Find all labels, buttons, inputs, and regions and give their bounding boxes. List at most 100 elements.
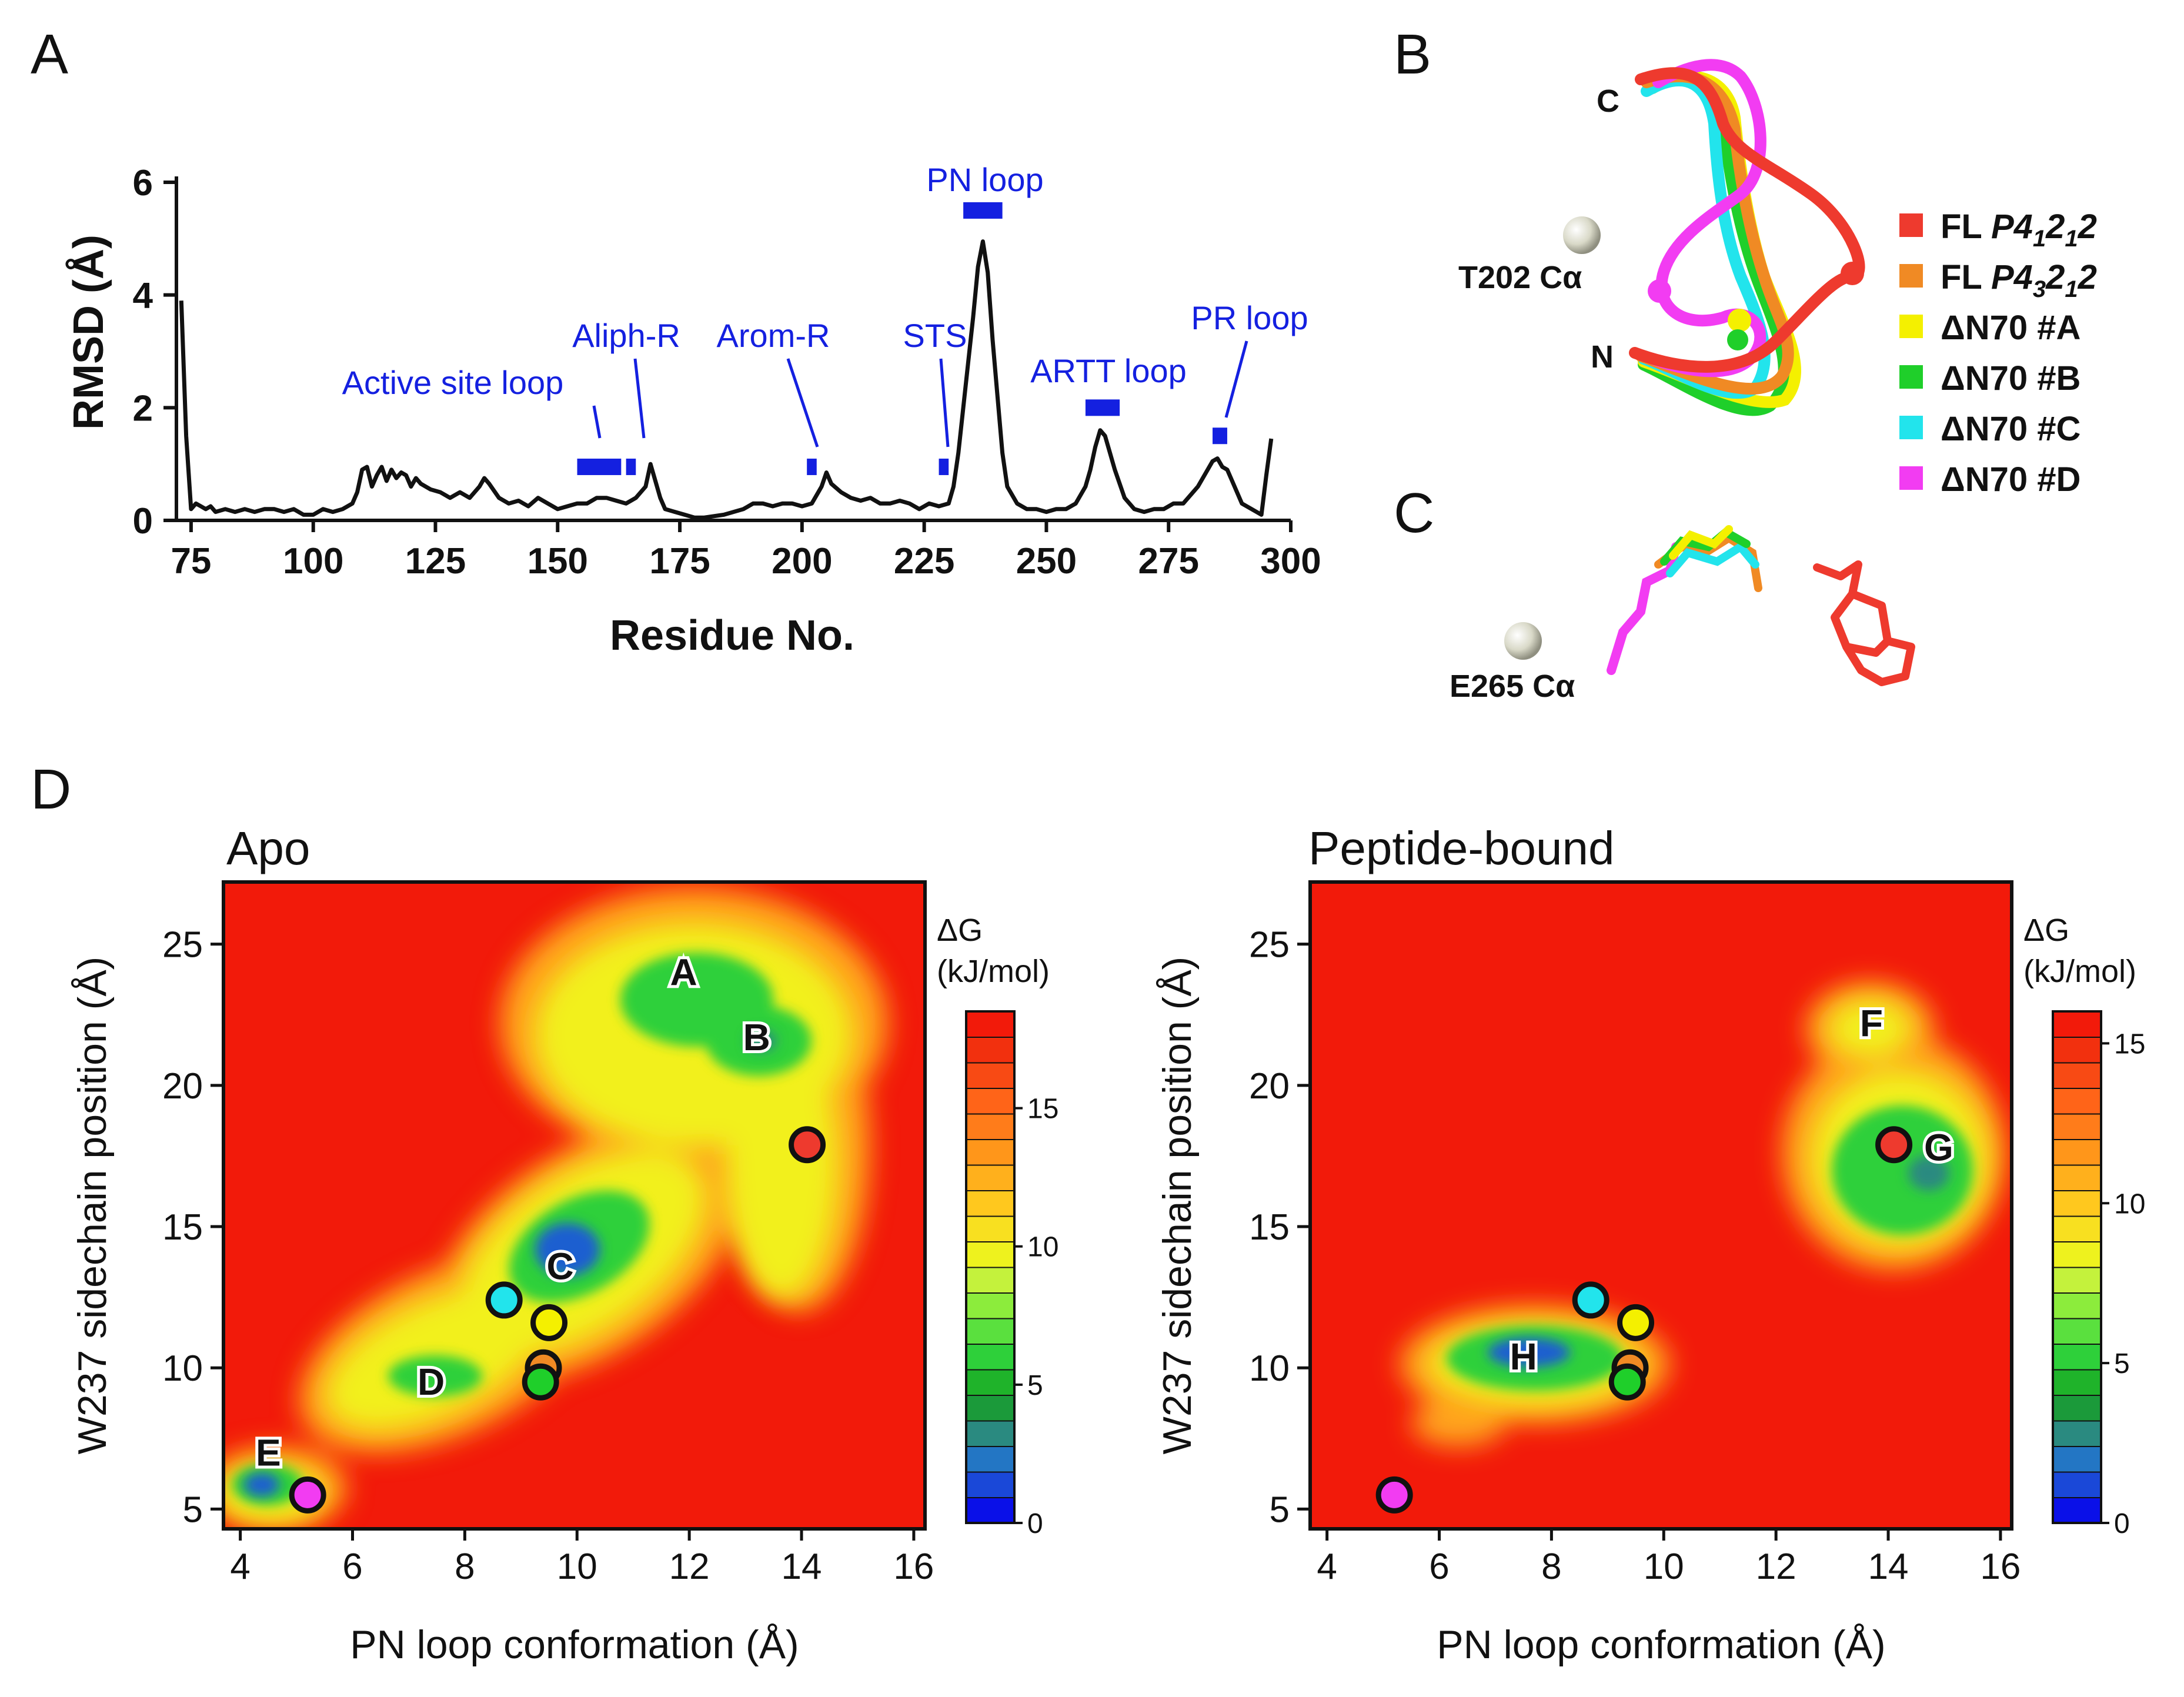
region-bar: [1213, 427, 1227, 445]
rmsd-series-line: [179, 239, 1274, 520]
colorbar-bin: [2052, 1394, 2102, 1422]
colorbar-tick-label: 10: [2114, 1188, 2145, 1220]
apo-structure-markers: [289, 1126, 826, 1514]
region-pointer: [939, 358, 950, 447]
peptide-bound-y-axis-label: W237 sidechain position (Å): [1155, 957, 1200, 1455]
dn70-d-sidechain: [1607, 542, 1681, 675]
region-pointer: [592, 405, 602, 439]
colorbar-bin: [966, 1215, 1015, 1242]
pn-loop-structure-overlay: C N T202 Cα: [1458, 59, 1865, 416]
region-label: ARTT loop: [1030, 352, 1187, 389]
colorbar-bin: [2052, 1241, 2102, 1268]
x-tick-label: 16: [1980, 1546, 2021, 1587]
x-tick-label: 10: [557, 1546, 597, 1587]
x-tick-label: 6: [342, 1546, 362, 1587]
y-tick-label: 15: [1249, 1207, 1290, 1248]
colorbar-bin: [966, 1241, 1015, 1268]
rmsd-y-tick-label: 4: [133, 276, 153, 316]
dn70-a-sidechain: [1669, 525, 1733, 560]
colorbar-bin: [2052, 1113, 2102, 1140]
basin-label-f: F: [1860, 1002, 1883, 1044]
region-label: Aliph-R: [572, 317, 680, 354]
colorbar-bin: [2052, 1062, 2102, 1089]
apo-title: Apo: [226, 822, 310, 874]
colorbar-bin: [2052, 1164, 2102, 1191]
structure-marker: [1375, 1476, 1413, 1514]
colorbar-bin: [966, 1420, 1015, 1447]
y-tick-label: 5: [1270, 1489, 1290, 1530]
apo-plot-frame: [222, 880, 927, 1531]
x-tick-label: 8: [1541, 1546, 1561, 1587]
colorbar-tick-label: 0: [1027, 1508, 1043, 1539]
e265-ca-atom: [1504, 622, 1542, 660]
fl-p41212-sidechain: [1813, 560, 1915, 686]
dn70-c-sidechain: [1666, 541, 1759, 577]
basin-label-a: A: [670, 951, 697, 994]
colorbar-bin: [966, 1394, 1015, 1422]
colorbar-bin: [2052, 1471, 2102, 1498]
structure-legend: FL P41212 FL P43212 ΔN70 #A ΔN70 #B ΔN70 #C Δ…: [1899, 208, 2097, 499]
legend-swatch: [1899, 213, 1923, 237]
structure-marker: [1617, 1304, 1655, 1341]
structure-marker: [1572, 1281, 1609, 1319]
backbone-trace-fl-p43212: [1635, 71, 1794, 395]
rmsd-x-tick-label: 250: [1016, 541, 1077, 582]
y-tick-label: 25: [1249, 925, 1290, 966]
colorbar-bin: [966, 1445, 1015, 1473]
rmsd-y-tick-label: 2: [133, 388, 153, 429]
basin-label-g: G: [1924, 1127, 1953, 1169]
c-terminus-label: C: [1597, 83, 1619, 119]
colorbar-tick-label: 0: [2114, 1508, 2130, 1539]
peptide-bound-colorbar: 0 5 10 15 ΔG (kJ/mol): [2023, 913, 2145, 1539]
rmsd-line-chart: 75 100 125 150 175 200 225 250 275 300 0 2 4 6 Active…: [65, 161, 1321, 659]
colorbar-bin: [2052, 1190, 2102, 1217]
legend-swatch: [1899, 315, 1923, 338]
colorbar-tick-label: 15: [2114, 1028, 2145, 1060]
y-tick-label: 10: [1249, 1348, 1290, 1389]
apo-x-axis-label: PN loop conformation (Å): [350, 1622, 799, 1667]
legend-label: ΔN70 #C: [1941, 410, 2081, 448]
colorbar-bin: [2052, 1369, 2102, 1396]
dn70-d-marker: [1648, 279, 1671, 303]
t202-ca-atom: [1563, 216, 1601, 254]
region-bar: [807, 458, 817, 475]
colorbar-bin: [966, 1062, 1015, 1089]
structure-marker: [1608, 1363, 1646, 1401]
colorbar-bin: [966, 1138, 1015, 1166]
colorbar-bin: [966, 1164, 1015, 1191]
structure-marker: [1875, 1126, 1913, 1164]
colorbar-bin: [2052, 1292, 2102, 1319]
colorbar-frame: [965, 1010, 1016, 1524]
dn70-a-marker: [1728, 309, 1751, 332]
colorbar-bin: [2052, 1138, 2102, 1166]
y-tick-label: 5: [183, 1489, 203, 1530]
region-label: STS: [903, 317, 967, 354]
apo-heatmap-surface: [223, 882, 925, 1529]
colorbar-title-units: (kJ/mol): [2023, 954, 2136, 989]
peptide-bound-axis-ticks: 4 6 8 10 12 14 16 5 10 15 20 25: [1249, 925, 2021, 1587]
colorbar-frame: [2052, 1010, 2102, 1524]
colorbar-bin: [966, 1369, 1015, 1396]
peptide-bound-structure-markers: [1375, 1126, 1913, 1514]
basin-label-h: H: [1510, 1335, 1537, 1378]
x-tick-label: 8: [455, 1546, 475, 1587]
colorbar-title-delta-g: ΔG: [2023, 913, 2069, 948]
panel-letter-c: C: [1394, 482, 1434, 544]
colorbar-bin: [966, 1267, 1015, 1294]
colorbar-bin: [2052, 1343, 2102, 1371]
y-tick-label: 20: [162, 1066, 203, 1107]
y-tick-label: 10: [162, 1348, 203, 1389]
n-terminus-label: N: [1591, 339, 1614, 375]
colorbar-tick-label: 5: [2114, 1348, 2130, 1379]
panel-letter-a: A: [31, 23, 68, 86]
e265-ca-label: E265 Cα: [1450, 669, 1575, 704]
panel-letter-b: B: [1394, 23, 1431, 86]
region-bar: [963, 202, 1003, 219]
rmsd-axis-ticks: 75 100 125 150 175 200 225 250 275 300 0 2 4 6: [133, 163, 1321, 582]
backbone-trace-fl-p41212: [1629, 67, 1865, 373]
backbone-trace-dn70-c: [1638, 75, 1771, 399]
peptide-bound-x-axis-label: PN loop conformation (Å): [1437, 1622, 1885, 1667]
colorbar-bin: [966, 1292, 1015, 1319]
peptide-bound-plot-frame: [1308, 880, 2013, 1531]
